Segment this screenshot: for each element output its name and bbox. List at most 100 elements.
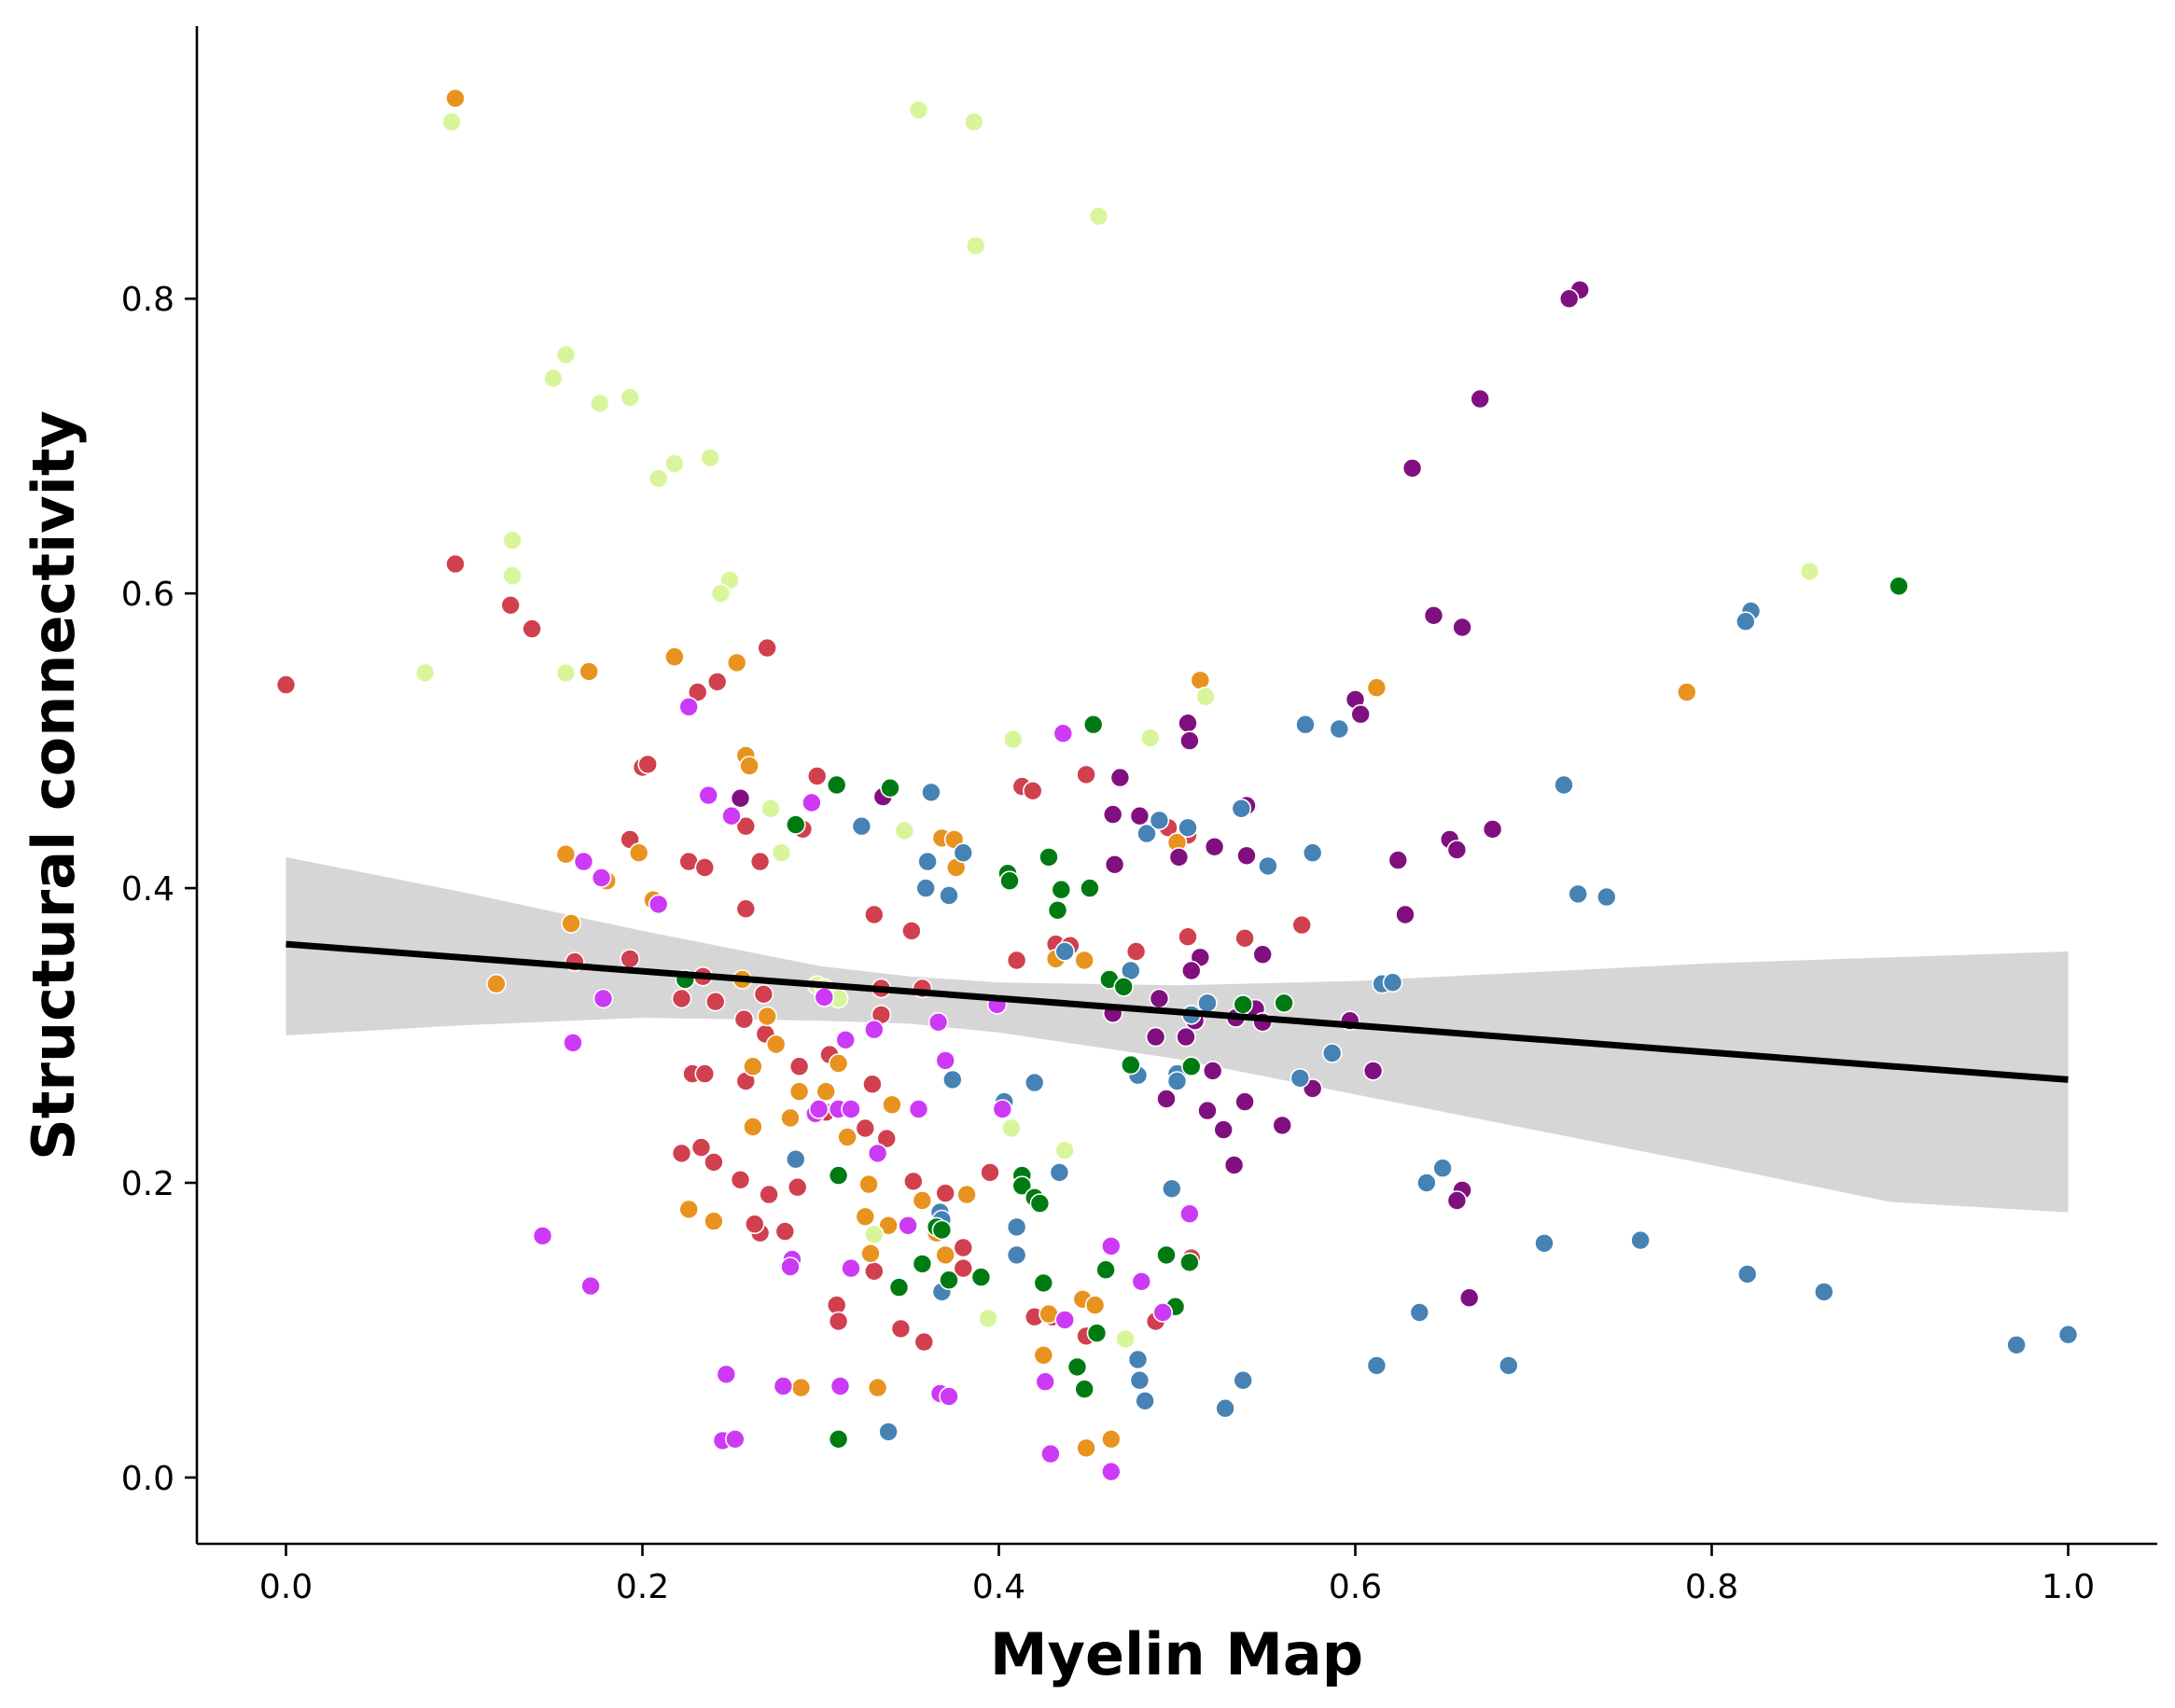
scatter-point xyxy=(1231,798,1252,819)
scatter-point xyxy=(1223,1155,1245,1175)
scatter-point xyxy=(1084,1295,1106,1315)
scatter-point xyxy=(739,756,760,776)
scatter-point xyxy=(858,1173,879,1195)
scatter-point xyxy=(1213,1119,1234,1140)
scatter-point xyxy=(806,766,828,786)
scatter-point xyxy=(620,387,640,408)
scatter-point xyxy=(694,857,716,878)
y-tick-label: 0.6 xyxy=(121,576,174,614)
scatter-point xyxy=(733,1008,755,1030)
scatter-point xyxy=(1136,823,1157,844)
scatter-point xyxy=(978,1308,998,1329)
scatter-point xyxy=(648,894,669,915)
scatter-point xyxy=(912,1190,933,1211)
scatter-point xyxy=(664,646,685,667)
scatter-point xyxy=(1234,927,1255,949)
scatter-point xyxy=(704,1152,724,1173)
scatter-point xyxy=(790,1377,812,1398)
scatter-point xyxy=(760,798,781,819)
scatter-point xyxy=(698,785,719,806)
scatter-point xyxy=(912,1254,933,1274)
scatter-point xyxy=(1040,1443,1061,1465)
scatter-point xyxy=(1054,1310,1075,1330)
x-tick-label: 0.2 xyxy=(616,1568,669,1606)
scatter-point xyxy=(1432,1158,1453,1178)
scatter-point xyxy=(802,792,822,813)
scatter-point xyxy=(939,1386,959,1407)
scatter-point xyxy=(1039,847,1059,868)
scatter-point xyxy=(830,1376,851,1396)
scatter-point xyxy=(704,991,726,1012)
scatter-point xyxy=(1558,288,1580,310)
scatter-point xyxy=(863,1019,885,1040)
scatter-point xyxy=(863,1261,885,1282)
scatter-point xyxy=(1889,576,1909,597)
scatter-point xyxy=(555,843,577,865)
y-axis-title: Structural connectivity xyxy=(20,410,88,1160)
scatter-point xyxy=(816,1081,837,1102)
scatter-point xyxy=(908,100,929,120)
scatter-point xyxy=(620,949,640,969)
scatter-point xyxy=(1168,847,1190,868)
scatter-point xyxy=(1166,1071,1188,1091)
x-tick-label: 0.6 xyxy=(1329,1568,1382,1606)
scatter-point xyxy=(1088,206,1109,227)
scatter-point xyxy=(1076,1437,1096,1459)
scatter-point xyxy=(1179,730,1200,751)
scatter-point xyxy=(939,885,959,906)
scatter-point xyxy=(1452,617,1472,638)
scatter-point xyxy=(1554,774,1574,796)
scatter-point xyxy=(1179,1252,1200,1273)
scatter-point xyxy=(1814,1282,1834,1302)
scatter-point xyxy=(1181,960,1202,981)
scatter-point xyxy=(1446,1190,1468,1211)
x-axis-title: Myelin Map xyxy=(990,1620,1363,1688)
scatter-point xyxy=(773,1376,794,1396)
scatter-point xyxy=(1290,1068,1311,1089)
scatter-point xyxy=(785,814,806,835)
scatter-point xyxy=(441,111,462,132)
scatter-point xyxy=(841,1099,861,1119)
scatter-point xyxy=(898,1215,918,1236)
scatter-point xyxy=(690,1137,712,1158)
scatter-point xyxy=(941,1069,963,1090)
scatter-point xyxy=(814,987,835,1007)
scatter-point xyxy=(1047,899,1068,921)
scatter-point xyxy=(1799,561,1820,582)
scatter-point xyxy=(1178,926,1198,948)
scatter-point xyxy=(1401,458,1423,479)
scatter-point xyxy=(757,637,778,659)
scatter-point xyxy=(780,1257,801,1277)
scatter-point xyxy=(1145,1026,1166,1048)
scatter-point xyxy=(855,1206,876,1228)
scatter-point xyxy=(1534,1233,1555,1254)
scatter-point xyxy=(1102,804,1123,825)
scatter-point xyxy=(1011,1175,1033,1196)
scatter-point xyxy=(671,988,692,1009)
scatter-point xyxy=(1362,1061,1384,1081)
scatter-point xyxy=(1236,845,1257,867)
y-tick-label: 0.8 xyxy=(121,281,174,319)
scatter-point xyxy=(1302,842,1323,864)
scatter-point xyxy=(1006,1244,1027,1266)
scatter-point xyxy=(1086,1323,1108,1343)
scatter-point xyxy=(591,868,612,888)
scatter-point xyxy=(913,1331,935,1353)
y-tick-label: 0.2 xyxy=(121,1165,174,1203)
scatter-point xyxy=(888,1277,910,1298)
scatter-points-layer xyxy=(275,88,2079,1482)
scatter-point xyxy=(414,662,436,684)
scatter-point xyxy=(828,1165,849,1186)
scatter-point xyxy=(1272,1115,1292,1136)
scatter-point xyxy=(579,661,600,682)
scatter-point xyxy=(671,1143,692,1164)
scatter-point xyxy=(555,344,577,366)
scatter-point xyxy=(837,1127,857,1147)
scatter-point xyxy=(522,618,542,639)
scatter-point xyxy=(502,530,523,551)
scatter-point xyxy=(1258,855,1278,877)
scatter-point xyxy=(1197,1100,1218,1121)
y-tick-label: 0.0 xyxy=(121,1460,174,1498)
scatter-point xyxy=(876,1128,898,1149)
scatter-point xyxy=(1006,950,1027,971)
